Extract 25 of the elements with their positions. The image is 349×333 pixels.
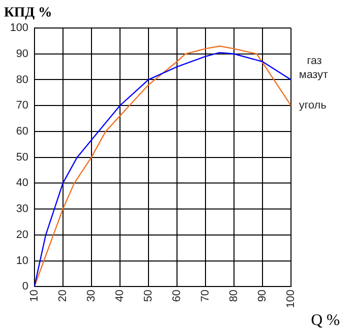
y-tick-label: 40 — [16, 177, 28, 190]
x-tick-label: 90 — [256, 290, 269, 302]
y-tick-label: 100 — [10, 22, 28, 34]
y-tick-label: 10 — [16, 254, 28, 267]
x-tick-label: 80 — [228, 290, 240, 302]
y-tick-label: 70 — [16, 100, 28, 112]
x-tick-label: 30 — [85, 290, 98, 302]
y-tick-label: 60 — [16, 125, 28, 138]
x-tick-label: 50 — [142, 290, 154, 302]
y-tick-label: 90 — [16, 48, 28, 60]
y-tick-label: 30 — [16, 203, 28, 216]
x-tick-label: 10 — [28, 290, 40, 302]
x-tick-label: 20 — [56, 290, 69, 302]
y-tick-label: 0 — [22, 280, 28, 293]
chart-title: КПД % — [4, 6, 52, 21]
x-tick-label: 40 — [114, 290, 126, 302]
series-label: газ мазут — [299, 54, 328, 81]
y-tick-label: 80 — [16, 74, 28, 86]
series-label: уголь — [299, 100, 327, 112]
x-tick-label: 70 — [199, 290, 212, 302]
x-axis-title: Q % — [311, 312, 340, 330]
x-tick-label: 100 — [285, 290, 298, 308]
y-tick-label: 50 — [16, 151, 28, 164]
x-tick-label: 60 — [170, 290, 183, 302]
y-tick-label: 20 — [16, 228, 28, 241]
